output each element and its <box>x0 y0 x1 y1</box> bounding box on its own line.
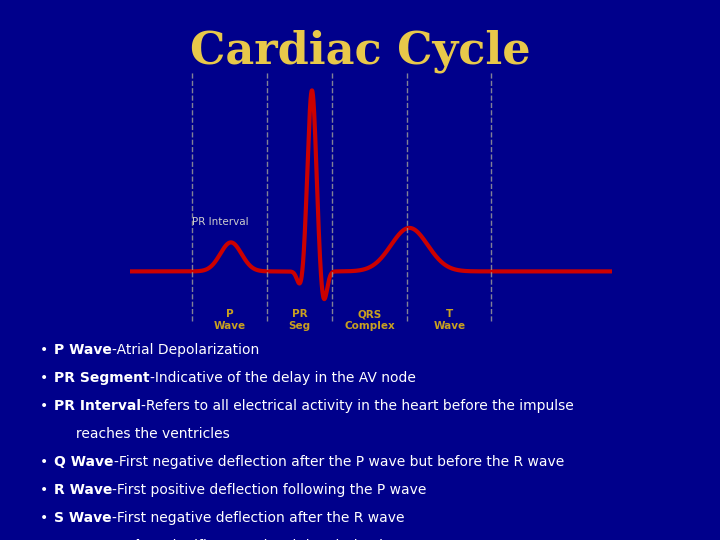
Text: -First negative deflection after the P wave but before the R wave: -First negative deflection after the P w… <box>114 455 564 469</box>
Text: QRS
Complex: QRS Complex <box>344 309 395 331</box>
Text: •: • <box>40 399 48 413</box>
Text: R Wave: R Wave <box>54 483 112 497</box>
Text: -First negative deflection after the R wave: -First negative deflection after the R w… <box>112 511 404 525</box>
Text: -Indicative of the delay in the AV node: -Indicative of the delay in the AV node <box>150 371 415 385</box>
Text: -Refers to all electrical activity in the heart before the impulse: -Refers to all electrical activity in th… <box>141 399 574 413</box>
Text: PR
Seg: PR Seg <box>288 309 310 331</box>
Text: T
Wave: T Wave <box>433 309 466 331</box>
Text: Cardiac Cycle: Cardiac Cycle <box>189 30 531 73</box>
Text: •: • <box>40 455 48 469</box>
Text: PR Segment: PR Segment <box>54 371 150 385</box>
Text: •: • <box>40 539 48 540</box>
Text: S Wave: S Wave <box>54 511 112 525</box>
Text: P Wave: P Wave <box>54 343 112 357</box>
Text: P
Wave: P Wave <box>213 309 246 331</box>
Text: Q Wave: Q Wave <box>54 455 114 469</box>
Text: •: • <box>40 511 48 525</box>
Text: •: • <box>40 483 48 497</box>
Text: •: • <box>40 371 48 385</box>
Text: -Signifies ventricual depolarization: -Signifies ventricual depolarization <box>158 539 400 540</box>
Text: •: • <box>40 343 48 357</box>
Text: QRS Complex: QRS Complex <box>54 539 158 540</box>
Text: PR Interval: PR Interval <box>54 399 141 413</box>
Text: -First positive deflection following the P wave: -First positive deflection following the… <box>112 483 427 497</box>
Text: reaches the ventricles: reaches the ventricles <box>54 427 230 441</box>
Text: PR Interval: PR Interval <box>192 217 249 227</box>
Text: -Atrial Depolarization: -Atrial Depolarization <box>112 343 259 357</box>
